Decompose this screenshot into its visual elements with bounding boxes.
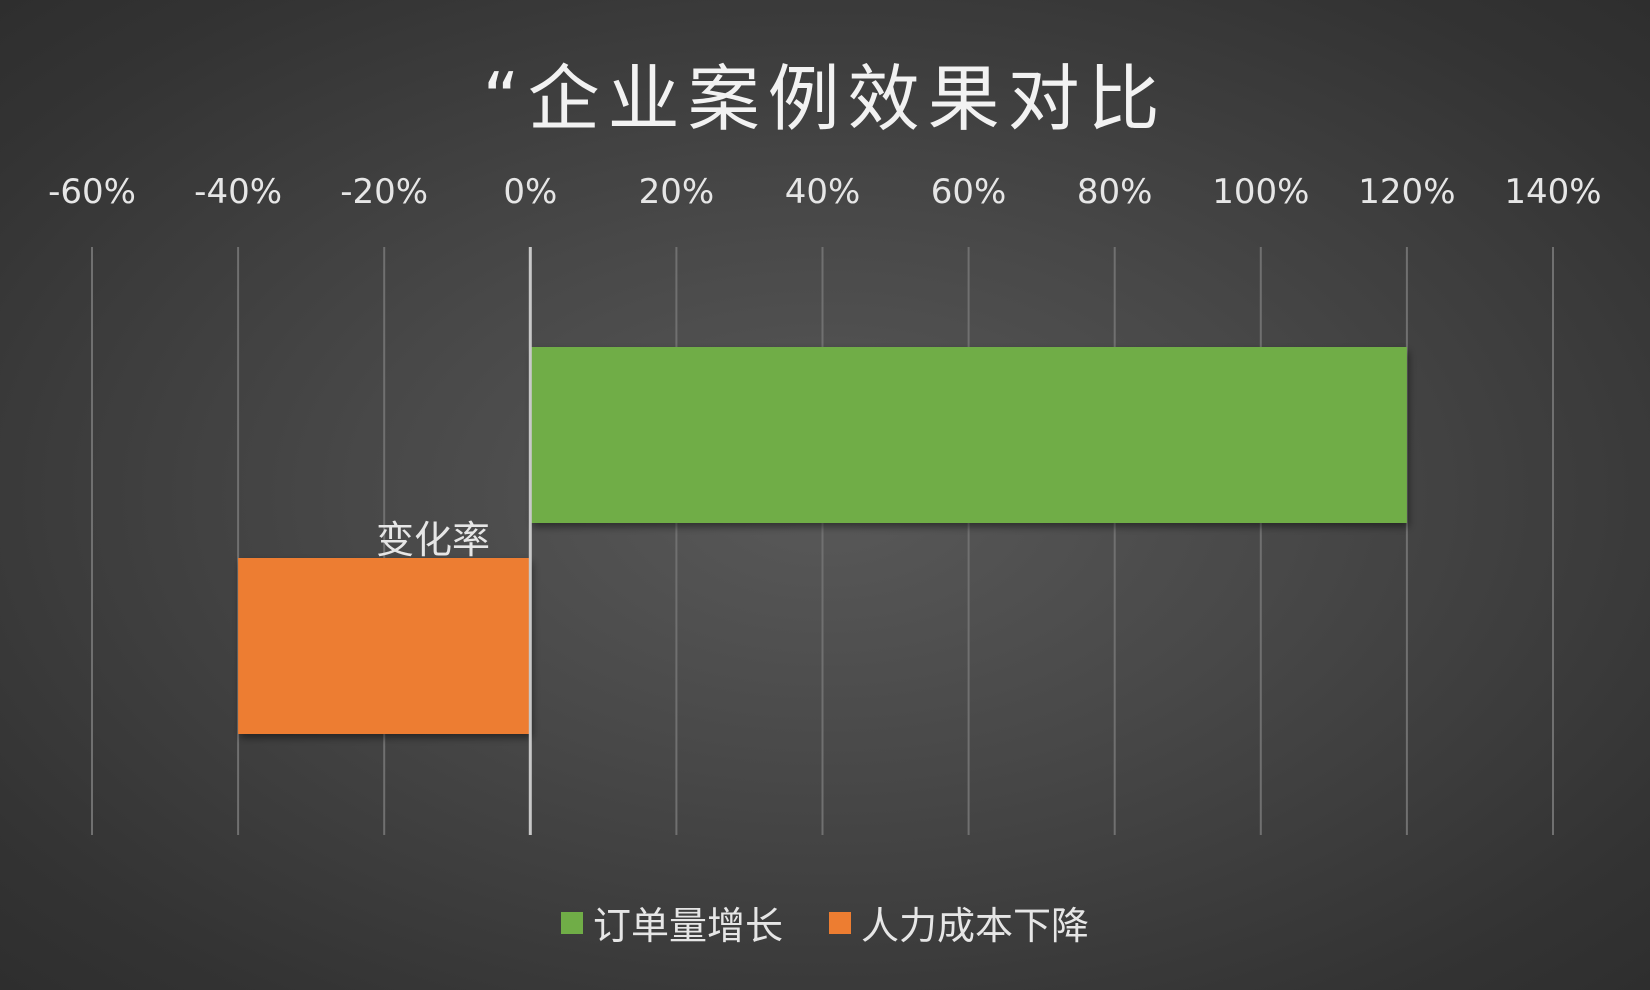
chart-legend: 订单量增长 人力成本下降 (0, 895, 1650, 950)
x-tick-label: 100% (1212, 172, 1309, 212)
legend-item: 订单量增长 (560, 895, 783, 950)
x-tick-label: 80% (1077, 172, 1153, 212)
gridlines (91, 247, 1554, 835)
x-tick-label: 0% (503, 172, 557, 212)
x-tick-label: 60% (931, 172, 1007, 212)
bars (238, 347, 1407, 734)
x-axis-tick-labels: -60% -40% -20% 0% 20% 40% 60% 80% 100% 120% 140% (48, 172, 1602, 212)
x-tick-label: 140% (1504, 172, 1601, 212)
x-tick-label: 40% (785, 172, 861, 212)
legend-swatch (560, 911, 583, 934)
legend-label: 订单量增长 (592, 904, 783, 948)
x-tick-label: -20% (340, 172, 428, 212)
bar-order-growth (530, 347, 1407, 523)
legend-swatch (829, 911, 851, 934)
bar-labor-cost-decline (238, 558, 531, 734)
x-tick-label: 20% (639, 172, 715, 212)
legend-item: 人力成本下降 (829, 895, 1089, 950)
chart-title: “企业案例效果对比 (482, 57, 1168, 141)
x-tick-label: -40% (194, 172, 282, 212)
category-label: 变化率 (376, 518, 490, 562)
legend-label: 人力成本下降 (861, 904, 1090, 948)
x-tick-label: -60% (48, 172, 136, 212)
x-tick-label: 120% (1358, 172, 1455, 212)
